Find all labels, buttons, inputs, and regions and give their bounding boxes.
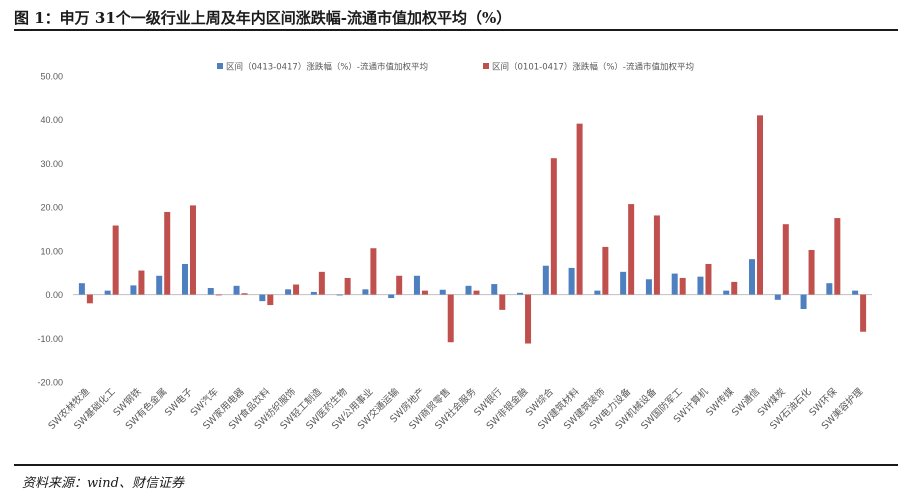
legend-swatch <box>217 63 223 69</box>
y-tick-label: -20.00 <box>37 378 63 388</box>
bar-ytd <box>757 115 764 295</box>
bar-ytd <box>86 294 93 304</box>
bar-ytd <box>653 215 660 295</box>
bar-weekly <box>362 289 369 295</box>
bar-ytd <box>782 224 789 295</box>
bar-ytd <box>293 284 300 295</box>
bar-ytd <box>189 205 196 295</box>
bar-ytd <box>576 123 583 295</box>
bar-weekly <box>594 290 601 295</box>
bar-ytd <box>499 294 506 310</box>
bar-ytd <box>834 218 841 295</box>
y-tick-label: 40.00 <box>40 115 63 125</box>
bar-weekly <box>697 276 704 295</box>
legend-swatch <box>483 63 489 69</box>
bar-weekly <box>852 290 859 295</box>
y-tick-label: -10.00 <box>37 334 63 344</box>
bar-weekly <box>826 283 833 295</box>
legend-label: 区间（0413-0417）涨跌幅（%）-流通市值加权平均 <box>226 62 428 73</box>
bar-weekly <box>104 290 111 295</box>
bar-ytd <box>808 249 815 295</box>
bar-weekly <box>491 284 498 295</box>
bar-weekly <box>568 267 575 295</box>
bar-weekly <box>233 285 240 295</box>
bar-ytd <box>215 294 222 296</box>
page-title: 图 1：申万 31个一级行业上周及年内区间涨跌幅-流通市值加权平均（%） <box>14 9 512 27</box>
bar-ytd <box>628 204 635 295</box>
title-rule <box>14 29 898 31</box>
bar-ytd <box>112 225 119 295</box>
bar-ytd <box>138 270 145 295</box>
bar-weekly <box>671 273 678 295</box>
bar-ytd <box>370 248 377 295</box>
x-axis-labels: SW农林牧渔SW基础化工SW钢铁SW有色金属SW电子SW汽车SW家用电器SW食品… <box>46 385 866 432</box>
bar-ytd <box>318 271 325 295</box>
bar-weekly <box>78 283 85 295</box>
bar-weekly <box>413 275 420 295</box>
bar-ytd <box>164 211 171 295</box>
bar-ytd <box>241 293 248 295</box>
bar-weekly <box>285 289 292 295</box>
footer-rule <box>14 464 898 466</box>
bar-weekly <box>388 294 395 299</box>
bar-weekly <box>542 265 549 295</box>
bar-ytd <box>267 294 274 306</box>
bar-weekly <box>645 279 652 295</box>
bar-ytd <box>344 277 351 295</box>
bar-weekly <box>749 259 756 295</box>
bar-weekly <box>336 294 343 296</box>
y-tick-label: 50.00 <box>40 72 63 82</box>
bar-weekly <box>207 288 214 295</box>
bar-weekly <box>620 271 627 295</box>
y-tick-label: 20.00 <box>40 203 63 213</box>
bar-weekly <box>181 263 188 295</box>
bar-weekly <box>517 292 524 295</box>
bar-weekly <box>156 275 163 295</box>
bar-ytd <box>550 158 557 295</box>
bar-weekly <box>310 291 317 295</box>
bar-weekly <box>723 290 730 295</box>
bar-ytd <box>421 290 428 295</box>
bar-ytd <box>731 281 738 295</box>
bar-weekly <box>465 285 472 295</box>
bar-ytd <box>705 263 712 295</box>
bar-ytd <box>525 294 532 344</box>
bar-ytd <box>679 277 686 295</box>
legend-label: 区间（0101-0417）涨跌幅（%）-流通市值加权平均 <box>492 62 694 73</box>
bar-weekly <box>439 289 446 295</box>
bar-ytd <box>447 294 454 343</box>
bar-weekly <box>130 285 137 295</box>
bars <box>78 115 867 344</box>
bar-ytd <box>602 246 609 295</box>
source-note: 资料来源：wind、财信证券 <box>22 476 184 491</box>
y-tick-label: 0.00 <box>45 290 63 300</box>
bar-weekly <box>800 294 807 309</box>
bar-ytd <box>860 294 867 332</box>
y-tick-label: 10.00 <box>40 246 63 256</box>
bar-ytd <box>473 290 480 295</box>
bar-ytd <box>396 275 403 295</box>
bar-weekly <box>774 294 781 300</box>
y-axis: -20.00 -10.00 0.00 10.00 20.00 30.00 40.00 50.0… <box>37 72 63 388</box>
x-tick-label: SW通信 <box>729 386 762 419</box>
y-tick-label: 30.00 <box>40 159 63 169</box>
bar-weekly <box>259 294 266 302</box>
legend: 区间（0413-0417）涨跌幅（%）-流通市值加权平均 区间（0101-0417… <box>217 62 694 73</box>
